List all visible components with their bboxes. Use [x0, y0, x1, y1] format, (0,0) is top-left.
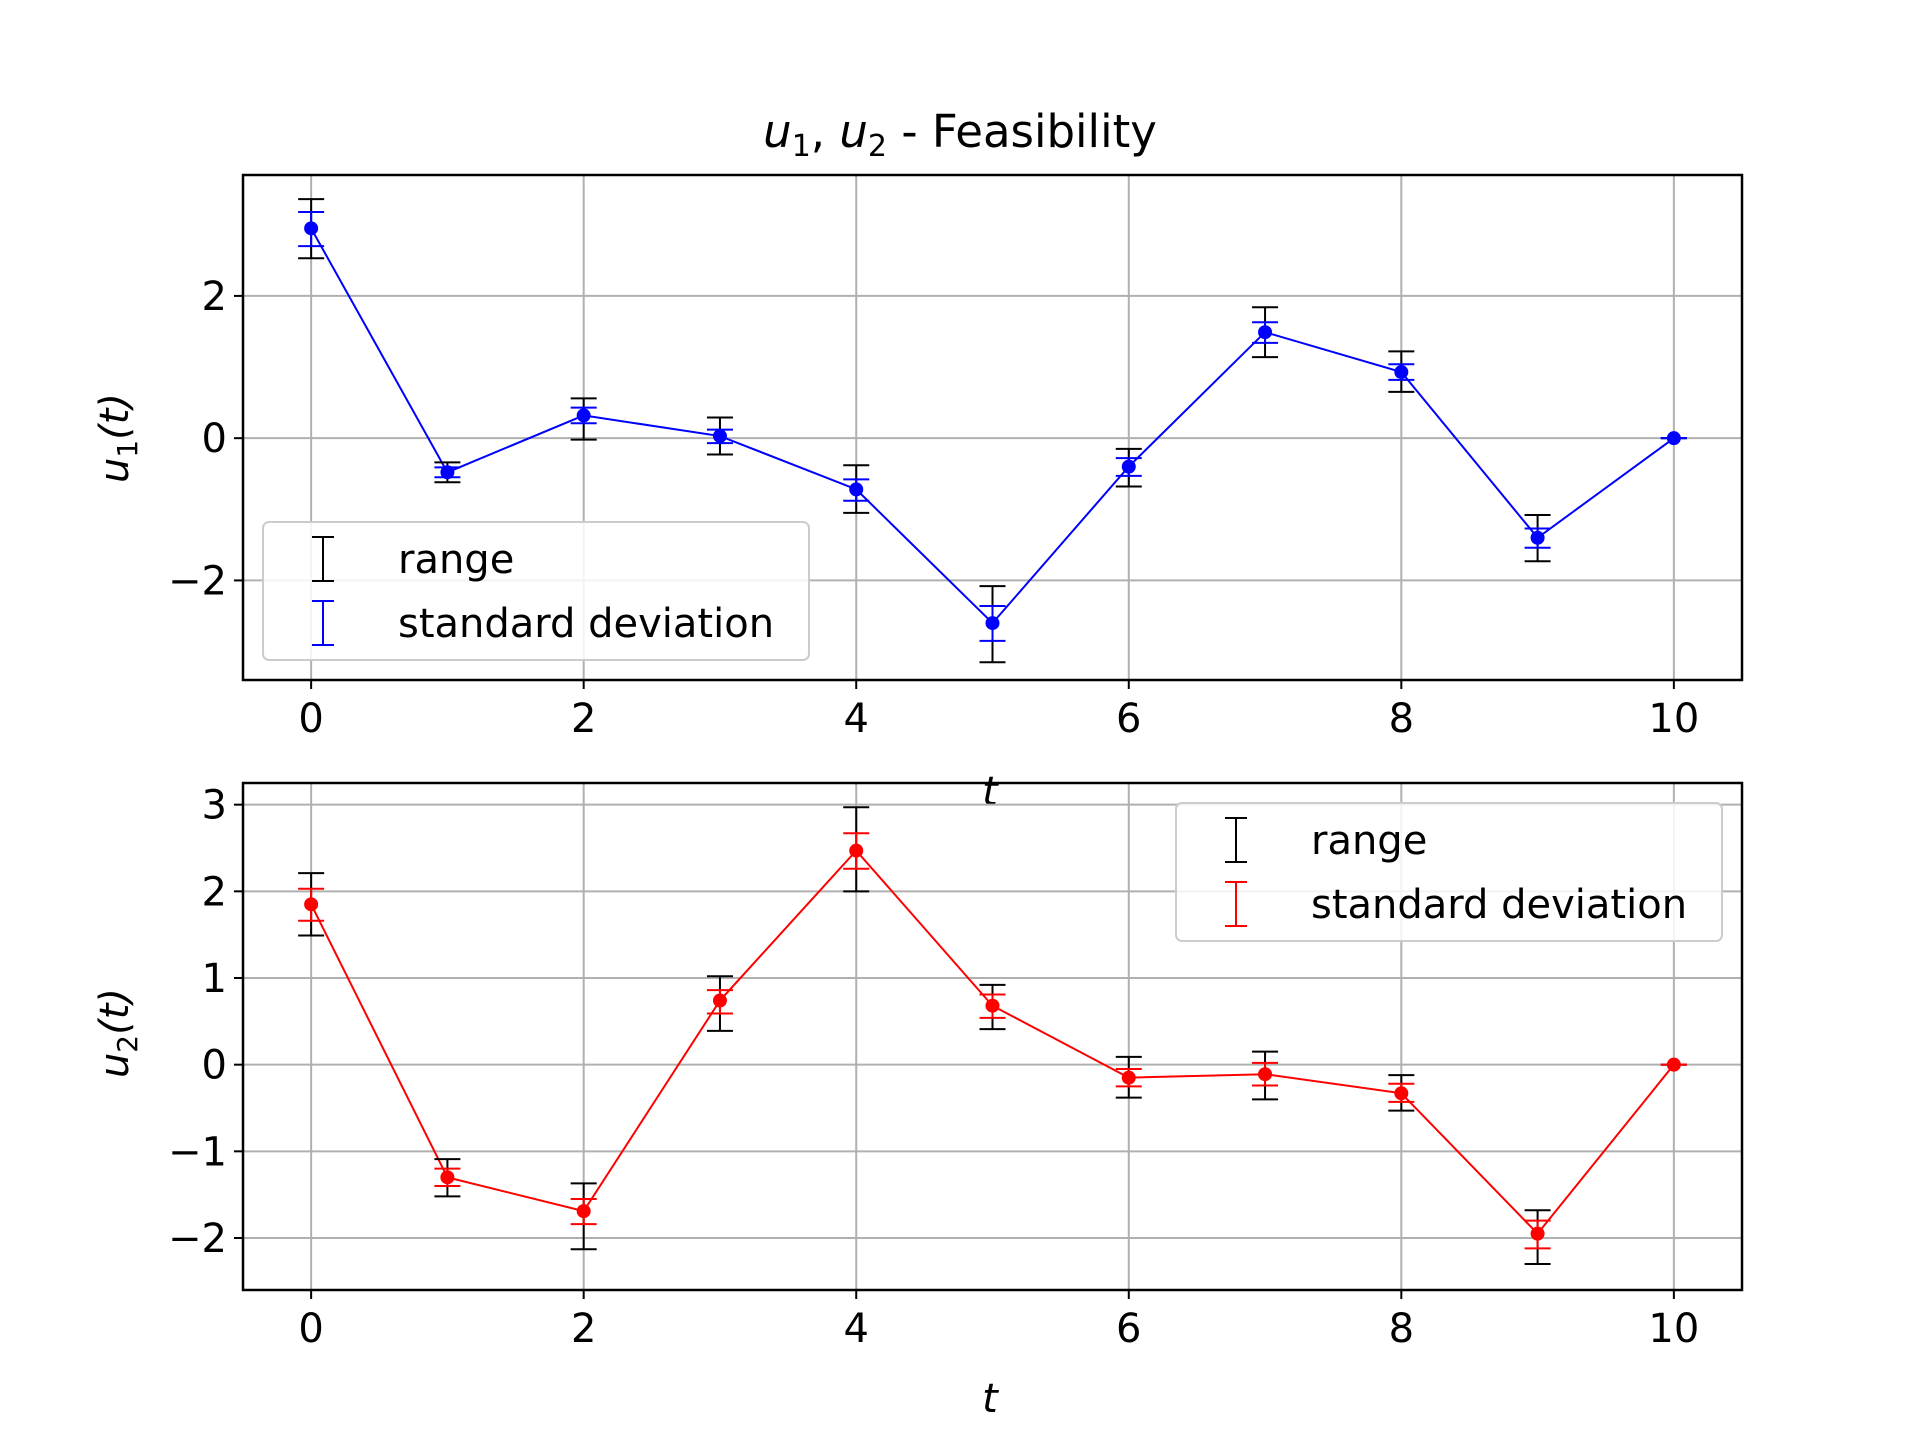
u1-xtick-label-8: 8 — [1389, 696, 1414, 742]
u1-ylabel: u1(t) — [92, 393, 144, 483]
u2-data-point-5 — [985, 998, 1000, 1013]
u1-data-point-9 — [1530, 530, 1545, 545]
u2-data-point-2 — [576, 1204, 591, 1219]
chart-title: u1, u2 - Feasibility — [763, 105, 1157, 164]
u2-xtick-label-6: 6 — [1116, 1306, 1141, 1352]
u2-legend: range standard deviation — [1175, 802, 1723, 942]
u1-xtick-label-4: 4 — [844, 696, 869, 742]
u1-xtick-label-6: 6 — [1116, 696, 1141, 742]
title-sep: , — [811, 105, 840, 158]
u2-ytick-label-2: 2 — [202, 869, 227, 915]
u2-xtick-label-4: 4 — [844, 1306, 869, 1352]
u1-xtick-label-2: 2 — [571, 696, 596, 742]
u1-ylabel-sub: 1 — [111, 440, 144, 458]
u1-data-point-10 — [1666, 431, 1681, 446]
u2-data-point-6 — [1121, 1070, 1136, 1085]
title-sub2: 2 — [868, 129, 887, 164]
u2-ytick-label--2: −2 — [168, 1216, 227, 1262]
u1-legend-label-0: range — [398, 537, 514, 583]
title-sym1: u — [763, 105, 792, 158]
u1-data-point-0 — [304, 221, 319, 236]
u2-data-point-3 — [712, 993, 727, 1008]
u2-data-point-9 — [1530, 1226, 1545, 1241]
u2-data-point-4 — [849, 843, 864, 858]
u2-data-point-1 — [440, 1170, 455, 1185]
u2-xlabel: t — [982, 1376, 999, 1422]
u2-data-point-10 — [1666, 1057, 1681, 1072]
title-rest: - Feasibility — [887, 105, 1157, 158]
u2-ytick-label-3: 3 — [202, 783, 227, 829]
u2-legend-label-0: range — [1311, 818, 1427, 864]
u1-data-point-6 — [1121, 459, 1136, 474]
u2-axes-frame — [241, 781, 1744, 1292]
u2-ytick-label--1: −1 — [168, 1129, 227, 1175]
u1-ylabel-arg: (t) — [92, 393, 138, 440]
title-sub1: 1 — [792, 129, 811, 164]
u1-legend-box — [262, 521, 810, 661]
u1-data-point-5 — [985, 616, 1000, 631]
u2-legend-label-1: standard deviation — [1311, 882, 1687, 928]
u2-legend-box — [1175, 802, 1723, 942]
u2-data-point-7 — [1258, 1067, 1273, 1082]
u1-ytick-label-2: 2 — [202, 274, 227, 320]
u1-xtick-label-0: 0 — [298, 696, 323, 742]
u2-xtick-label-2: 2 — [571, 1306, 596, 1352]
u2-ylabel-arg: (t) — [92, 988, 138, 1035]
u2-data-point-0 — [304, 897, 319, 912]
u1-axes-frame — [241, 173, 1744, 682]
u2-ylabel: u2(t) — [92, 988, 144, 1078]
u2-xtick-label-10: 10 — [1648, 1306, 1699, 1352]
title-sym2: u — [839, 105, 868, 158]
u2-ytick-label-1: 1 — [202, 956, 227, 1002]
u1-data-point-7 — [1258, 325, 1273, 340]
u1-xtick-label-10: 10 — [1648, 696, 1699, 742]
u1-legend: range standard deviation — [262, 521, 810, 661]
u1-data-point-1 — [440, 465, 455, 480]
u1-ylabel-sym: u — [92, 458, 138, 483]
u2-xtick-label-8: 8 — [1389, 1306, 1414, 1352]
u1-ytick-label-0: 0 — [202, 416, 227, 462]
u1-data-point-8 — [1394, 365, 1409, 380]
u2-data-point-8 — [1394, 1086, 1409, 1101]
u1-ytick-label--2: −2 — [168, 558, 227, 604]
u2-ylabel-sym: u — [92, 1053, 138, 1078]
u1-xlabel: t — [982, 769, 999, 815]
u1-legend-label-1: standard deviation — [398, 601, 774, 647]
u2-ylabel-sub: 2 — [111, 1035, 144, 1053]
u1-panel: t u1(t) 0 2 4 6 8 10 −2 0 2 range standard deviati… — [92, 173, 1744, 815]
u2-xtick-label-0: 0 — [298, 1306, 323, 1352]
u1-data-point-4 — [849, 482, 864, 497]
u1-data-point-3 — [712, 429, 727, 444]
u2-ytick-label-0: 0 — [202, 1043, 227, 1089]
u1-data-point-2 — [576, 408, 591, 423]
